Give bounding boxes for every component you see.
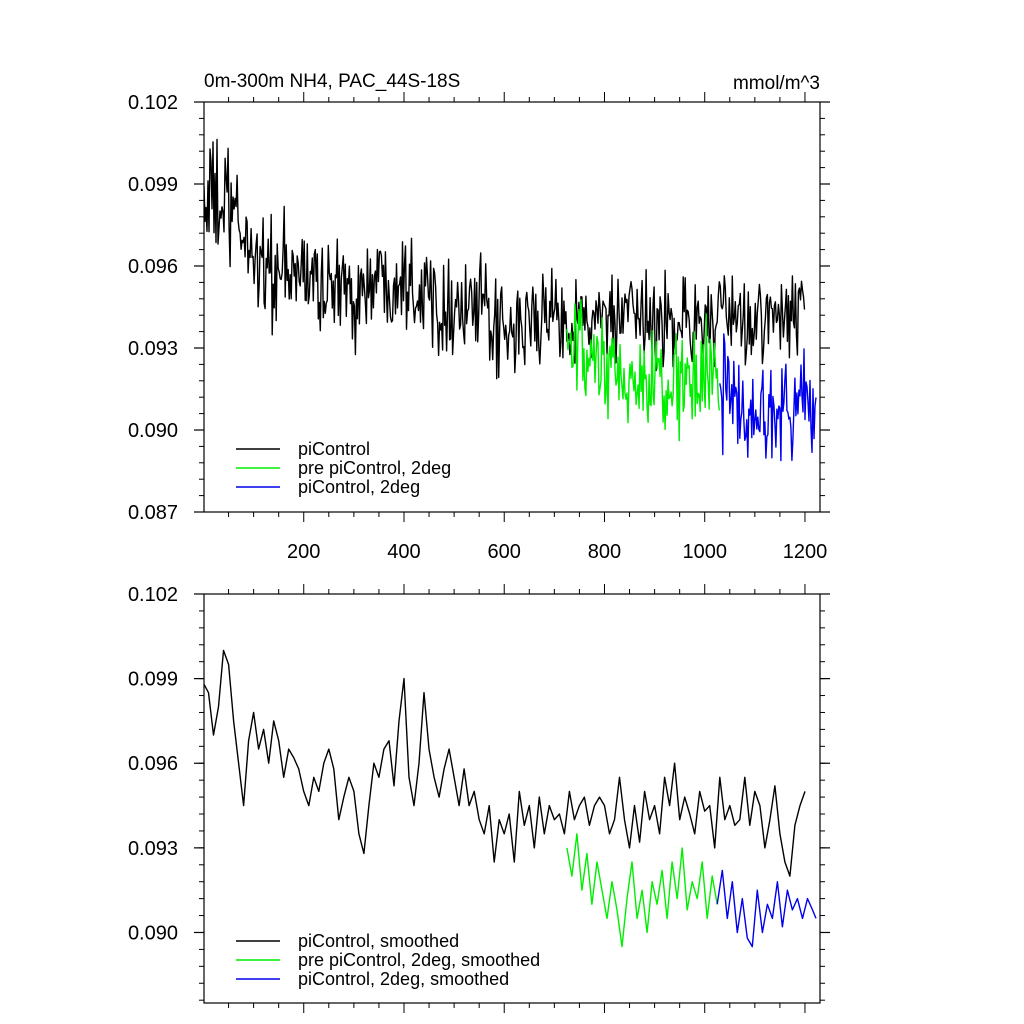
series-line-1 — [566, 833, 718, 948]
y-tick-label: 0.102 — [128, 584, 178, 606]
legend-label: pre piControl, 2deg, smoothed — [298, 950, 540, 970]
series-line-2 — [719, 333, 817, 462]
series-line-2 — [716, 869, 817, 948]
x-tick-label: 800 — [588, 541, 621, 563]
y-tick-label: 0.093 — [128, 838, 178, 860]
x-tick-label: 400 — [387, 541, 420, 563]
legend-label: piControl, 2deg — [298, 477, 420, 497]
series-group — [204, 138, 817, 462]
y-tick-label: 0.099 — [128, 174, 178, 196]
plot-frame — [203, 593, 821, 1004]
x-tick-label: 1000 — [682, 541, 727, 563]
y-tick-label: 0.090 — [128, 420, 178, 442]
legend-label: piControl, 2deg, smoothed — [298, 969, 509, 989]
x-tick-label: 200 — [287, 541, 320, 563]
legend-label: piControl, smoothed — [298, 931, 459, 951]
x-tick-label: 600 — [488, 541, 521, 563]
legend-label: piControl — [298, 439, 370, 459]
y-tick-label: 0.102 — [128, 92, 178, 114]
panel-smoothed: 0.090 0.093 0.096 0.099 0.102 piControl, smoo… — [128, 584, 830, 1013]
y-tick-label: 0.090 — [128, 922, 178, 944]
series-line-0 — [204, 649, 806, 877]
y-tick-label: 0.096 — [128, 753, 178, 775]
y-tick-label: 0.093 — [128, 338, 178, 360]
legend-label: pre piControl, 2deg — [298, 458, 451, 478]
series-line-0 — [204, 138, 806, 380]
plot-frame — [203, 101, 821, 513]
panel-raw: 0.087 0.090 0.093 0.096 0.099 0.102 200 400 600 8… — [128, 71, 830, 563]
chart-title: 0m-300m NH4, PAC_44S-18S — [204, 71, 460, 92]
series-line-1 — [566, 299, 720, 442]
series-group — [204, 649, 817, 948]
y-tick-label: 0.099 — [128, 669, 178, 691]
chart-units: mmol/m^3 — [733, 73, 820, 94]
y-tick-label: 0.087 — [128, 502, 178, 524]
y-tick-label: 0.096 — [128, 256, 178, 278]
x-tick-label: 1200 — [783, 541, 828, 563]
